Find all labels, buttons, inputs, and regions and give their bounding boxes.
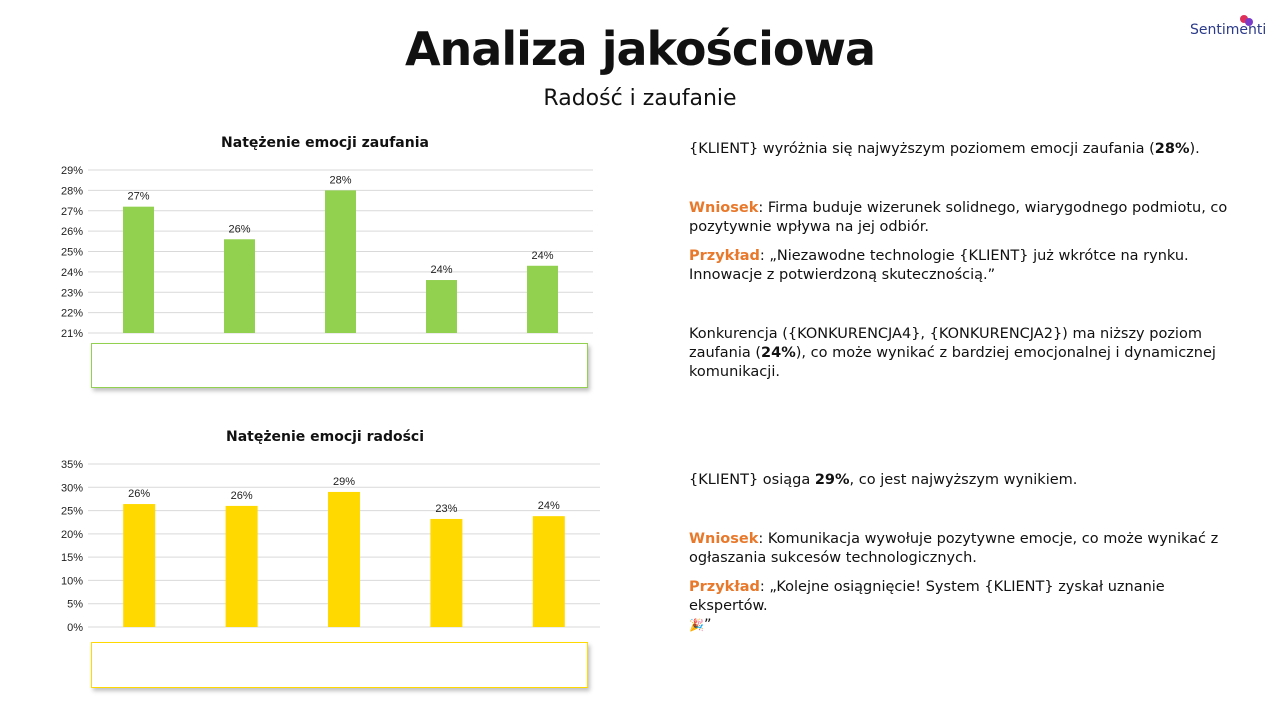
joy-chart-title: Natężenie emocji radości (225, 429, 425, 445)
trust-chart-title: Natężenie emocji zaufania (221, 135, 429, 151)
example-label: Przykład (689, 579, 760, 595)
y-tick-label: 25% (61, 247, 83, 259)
y-tick-label: 25% (61, 506, 83, 518)
y-tick-label: 22% (61, 308, 83, 320)
competition-end: ), co może wynikać z bardziej emocjonaln… (689, 345, 1216, 380)
party-popper-icon: 🎉 (689, 618, 704, 632)
data-label: 26% (128, 488, 150, 500)
joy-chart: Natężenie emocji radości 35% 30% 25% 20% 15%… (40, 424, 610, 694)
y-tick-label: 30% (61, 482, 83, 494)
trust-chart-legend-box (91, 343, 588, 388)
y-tick-label: 28% (61, 185, 83, 197)
joy-summary: {KLIENT} osiąga 29%, co jest najwyższym … (689, 471, 1239, 490)
bar (325, 190, 356, 333)
conclusion-label: Wniosek (689, 200, 759, 216)
data-label: 28% (329, 174, 351, 186)
page-subtitle: Radość i zaufanie (543, 86, 737, 111)
bar (532, 516, 565, 627)
data-label: 24% (430, 264, 452, 276)
y-tick-label: 29% (61, 165, 83, 177)
logo-dot-pink (1240, 15, 1248, 23)
bar (527, 265, 558, 333)
conclusion-label: Wniosek (689, 531, 759, 547)
trust-example: Przykład: „Niezawodne technologie {KLIEN… (689, 247, 1239, 285)
y-tick-label: 15% (61, 552, 83, 564)
data-label: 29% (333, 476, 355, 488)
bar (430, 518, 463, 627)
example-quote-end: ” (703, 617, 712, 633)
example-label: Przykład (689, 248, 760, 264)
trust-chart-plot: 29% 28% 27% 26% 25% 24% 23% 22% 21% 27% 26% 28% 24% 2… (61, 165, 593, 340)
y-tick-label: 10% (61, 575, 83, 587)
data-label: 24% (538, 500, 560, 512)
y-tick-label: 5% (67, 599, 83, 611)
conclusion-text: : Komunikacja wywołuje pozytywne emocje,… (689, 531, 1219, 566)
joy-example: Przykład: „Kolejne osiągnięcie! System {… (689, 578, 1239, 635)
brand-name: Sentimenti (1190, 22, 1267, 38)
bar (426, 280, 457, 333)
y-tick-label: 20% (61, 529, 83, 541)
trust-conclusion: Wniosek: Firma buduje wizerunek solidneg… (689, 199, 1239, 237)
y-tick-label: 27% (61, 206, 83, 218)
page-title: Analiza jakościowa (404, 22, 876, 76)
y-tick-label: 23% (61, 287, 83, 299)
trust-chart: Natężenie emocji zaufania 29% 28% 27% 26% 25… (40, 130, 610, 395)
y-tick-label: 24% (61, 267, 83, 279)
trust-summary-text: wyróżnia się najwyższym poziomem emocji … (758, 141, 1155, 157)
joy-conclusion: Wniosek: Komunikacja wywołuje pozytywne … (689, 530, 1239, 568)
bar (123, 504, 156, 627)
bar (225, 505, 258, 627)
conclusion-text: : Firma buduje wizerunek solidnego, wiar… (689, 200, 1228, 235)
competition-text: Konkurencja ({KONKURENCJA4}, {KONKURENCJ… (689, 326, 1202, 361)
joy-summary-end: , co jest najwyższym wynikiem. (849, 472, 1078, 488)
data-label: 24% (531, 250, 553, 262)
joy-summary-value: 29% (814, 472, 850, 488)
trust-summary-end: ). (1189, 141, 1200, 157)
competition-value: 24% (761, 345, 796, 361)
y-tick-label: 0% (67, 622, 83, 634)
data-label: 27% (127, 191, 149, 203)
y-tick-label: 21% (61, 328, 83, 340)
joy-summary-text: {KLIENT} osiąga (689, 472, 815, 488)
example-text: : „Kolejne osiągnięcie! System {KLIENT} … (689, 579, 1165, 614)
example-text: : „Niezawodne technologie {KLIENT} już w… (689, 248, 1189, 283)
logo-dot-purple (1245, 18, 1253, 26)
bar (123, 206, 154, 333)
trust-summary: {KLIENT} wyróżnia się najwyższym poziome… (689, 140, 1239, 159)
joy-chart-plot: 35% 30% 25% 20% 15% 10% 5% 0% 26% 26% 29% 23% 24% (61, 459, 600, 634)
joy-chart-legend-box (91, 642, 588, 688)
bar (328, 491, 360, 627)
data-label: 23% (435, 503, 457, 515)
trust-summary-value: 28% (1154, 141, 1190, 157)
klient-placeholder: {KLIENT} (689, 141, 759, 157)
competition-note: Konkurencja ({KONKURENCJA4}, {KONKURENCJ… (689, 325, 1239, 382)
data-label: 26% (231, 490, 253, 502)
y-tick-label: 26% (61, 226, 83, 238)
data-label: 26% (228, 223, 250, 235)
bar (224, 239, 255, 333)
y-tick-label: 35% (61, 459, 83, 471)
